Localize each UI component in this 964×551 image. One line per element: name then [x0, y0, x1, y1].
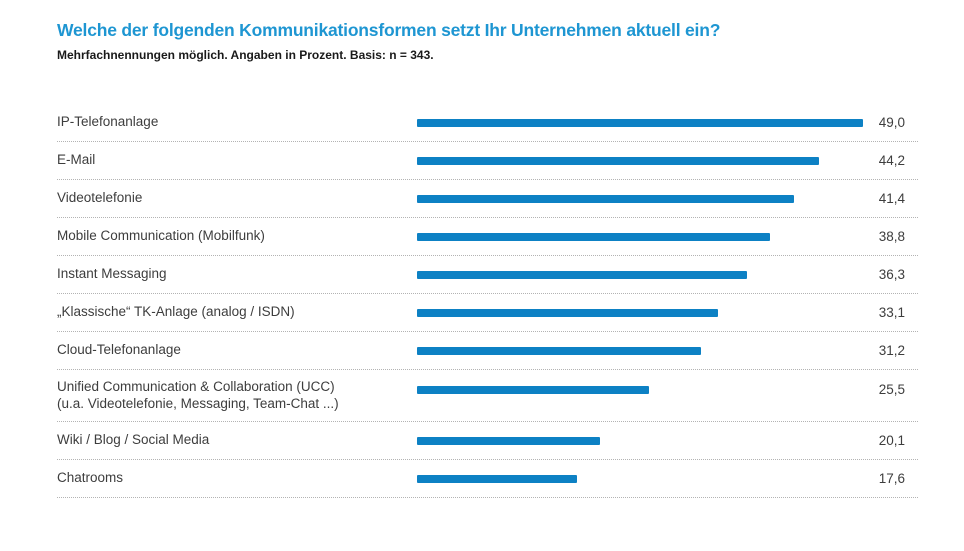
category-label: Wiki / Blog / Social Media [57, 432, 417, 448]
value-label: 38,8 [878, 229, 905, 244]
bar [417, 118, 863, 127]
value-label: 41,4 [878, 191, 905, 206]
chart-title: Welche der folgenden Kommunikationsforme… [57, 20, 721, 40]
chart-row: Videotelefonie 41,4 [57, 180, 918, 218]
category-label: E-Mail [57, 152, 417, 168]
category-label-line1: IP-Telefonanlage [57, 114, 159, 130]
value-label: 49,0 [878, 115, 905, 130]
category-label-line1: Videotelefonie [57, 190, 143, 206]
chart-row: IP-Telefonanlage 49,0 [57, 104, 918, 142]
category-label: „Klassische“ TK-Anlage (analog / ISDN) [57, 304, 417, 320]
category-label: IP-Telefonanlage [57, 114, 417, 130]
value-label: 36,3 [878, 267, 905, 282]
bar [417, 270, 748, 279]
bar-track [417, 308, 870, 317]
bar [417, 232, 771, 241]
bar-track [417, 232, 870, 241]
bar [417, 436, 600, 445]
bar-track [417, 194, 870, 203]
category-label: Chatrooms [57, 470, 417, 486]
bar-track [417, 436, 870, 445]
bar [417, 474, 578, 483]
category-label: Unified Communication & Collaboration (U… [57, 379, 417, 412]
bar [417, 346, 701, 355]
bar-track [417, 385, 870, 394]
value-label: 31,2 [878, 343, 905, 358]
horizontal-bar-chart: IP-Telefonanlage 49,0 E-Mail 44,2 Videot… [57, 104, 918, 498]
chart-row: Wiki / Blog / Social Media 20,1 [57, 422, 918, 460]
chart-row: „Klassische“ TK-Anlage (analog / ISDN) 3… [57, 294, 918, 332]
category-label: Instant Messaging [57, 266, 417, 282]
value-label: 33,1 [878, 305, 905, 320]
value-label: 44,2 [878, 153, 905, 168]
chart-row: Chatrooms 17,6 [57, 460, 918, 498]
bar-track [417, 118, 870, 127]
category-label-line2: (u.a. Videotelefonie, Messaging, Team-Ch… [57, 395, 339, 411]
category-label-line1: Chatrooms [57, 470, 124, 486]
category-label-line1: Instant Messaging [57, 266, 167, 282]
category-label-line1: Wiki / Blog / Social Media [57, 432, 210, 448]
category-label: Videotelefonie [57, 190, 417, 206]
category-label: Cloud-Telefonanlage [57, 342, 417, 358]
chart-subtitle: Mehrfachnennungen möglich. Angaben in Pr… [57, 48, 434, 62]
category-label-line1: E-Mail [57, 152, 96, 168]
bar-track [417, 270, 870, 279]
bar-track [417, 346, 870, 355]
value-label: 25,5 [878, 382, 905, 397]
category-label-line1: Mobile Communication (Mobilfunk) [57, 228, 265, 244]
chart-row: Unified Communication & Collaboration (U… [57, 370, 918, 422]
category-label: Mobile Communication (Mobilfunk) [57, 228, 417, 244]
chart-row: Cloud-Telefonanlage 31,2 [57, 332, 918, 370]
chart-row: Instant Messaging 36,3 [57, 256, 918, 294]
bar [417, 194, 794, 203]
chart-row: E-Mail 44,2 [57, 142, 918, 180]
bar [417, 385, 649, 394]
category-label-line1: Unified Communication & Collaboration (U… [57, 379, 335, 395]
chart-row: Mobile Communication (Mobilfunk) 38,8 [57, 218, 918, 256]
bar-track [417, 474, 870, 483]
category-label-line1: Cloud-Telefonanlage [57, 342, 181, 358]
value-label: 20,1 [878, 433, 905, 448]
bar [417, 308, 719, 317]
bar [417, 156, 820, 165]
bar-track [417, 156, 870, 165]
category-label-line1: „Klassische“ TK-Anlage (analog / ISDN) [57, 304, 295, 320]
value-label: 17,6 [878, 471, 905, 486]
